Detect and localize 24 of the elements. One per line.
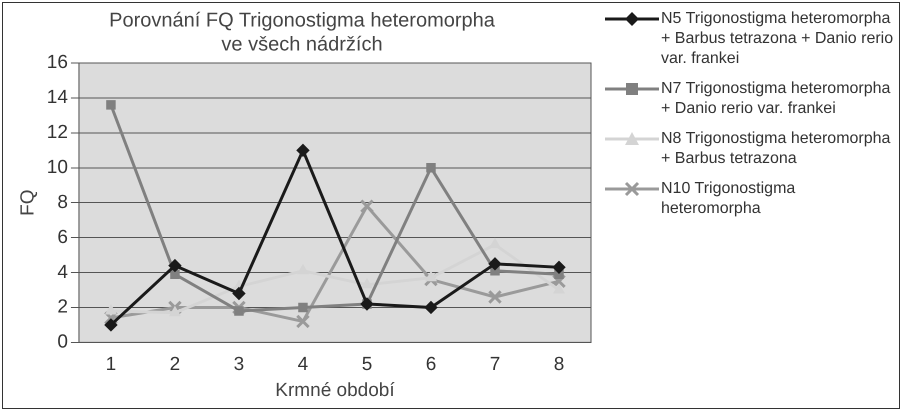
y-tick-label: 8 [57,192,68,213]
x-tick-label: 4 [298,354,309,376]
legend-label: N5 Trigonostigma heteromorpha + Barbus tetrazona + Danio rerio var. frankei [661,9,894,69]
x-tick-label: 7 [490,354,500,376]
x-tick-label: 5 [362,354,372,376]
legend-label: N10 Trigonostigma heteromorpha [661,179,796,219]
legend-label: N8 Trigonostigma heteromorpha + Barbus tetrazona [661,129,892,169]
y-tick-label: 16 [46,52,68,74]
x-axis-title: Krmné období [275,380,396,401]
y-tick-label: 2 [57,296,68,318]
y-axis-title: FQ [18,190,39,216]
y-tick-label: 6 [57,226,68,248]
x-tick-label: 8 [554,354,564,376]
legend-label: N7 Trigonostigma heteromorpha + Danio rerio var. frankei [661,79,892,119]
x-tick-label: 6 [426,354,436,376]
x-tick-label: 3 [234,354,244,376]
y-tick-label: 4 [57,262,68,283]
y-tick-label: 10 [46,157,68,178]
y-tick-label: 12 [46,122,68,144]
chart-title: Porovnání FQ Trigonostigma heteromorpha ve všech nádržích [109,10,496,56]
y-tick-label: 0 [57,332,68,353]
x-tick-label: 2 [170,354,180,376]
y-tick-label: 14 [46,87,68,108]
x-tick-label: 1 [106,354,116,376]
